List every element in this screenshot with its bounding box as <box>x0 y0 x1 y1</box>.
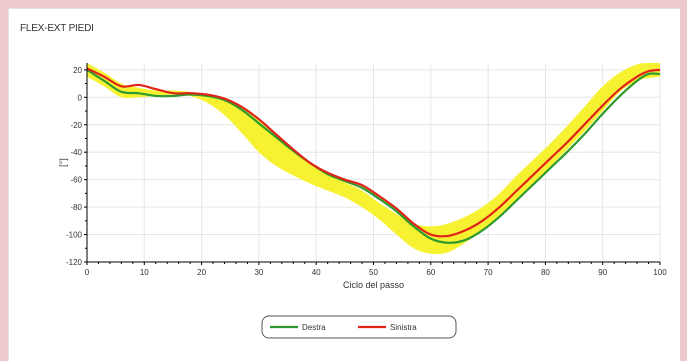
legend-label-sinistra: Sinistra <box>390 323 417 332</box>
x-tick-label: 60 <box>426 268 435 277</box>
y-tick-label: 20 <box>73 66 82 75</box>
reference-band <box>87 62 660 255</box>
y-tick-label: -80 <box>70 203 82 212</box>
legend-label-destra: Destra <box>302 323 326 332</box>
x-tick-label: 40 <box>312 268 321 277</box>
x-tick-label: 70 <box>484 268 493 277</box>
y-tick-label: -120 <box>66 258 83 267</box>
x-tick-label: 10 <box>140 268 149 277</box>
series-group <box>86 67 661 244</box>
x-tick-label: 100 <box>653 268 667 277</box>
series-line-sinistra <box>86 67 661 238</box>
y-tick-label: -100 <box>66 231 83 240</box>
legend: Destra Sinistra <box>261 315 457 339</box>
x-tick-label: 50 <box>369 268 378 277</box>
x-tick-label: 90 <box>598 268 607 277</box>
x-tick-label: 0 <box>85 268 90 277</box>
y-tick-label: -60 <box>70 176 82 185</box>
series-line-destra <box>86 68 661 244</box>
y-axis-title: [°] <box>58 158 68 167</box>
y-tick-label: 0 <box>78 93 83 102</box>
x-tick-label: 30 <box>254 268 263 277</box>
x-axis-title: Ciclo del passo <box>343 280 404 290</box>
x-tick-label: 80 <box>541 268 550 277</box>
y-tick-label: -20 <box>70 121 82 130</box>
y-tick-label: -40 <box>70 148 82 157</box>
panel-title: FLEX-EXT PIEDI <box>20 23 94 34</box>
x-tick-label: 20 <box>197 268 206 277</box>
